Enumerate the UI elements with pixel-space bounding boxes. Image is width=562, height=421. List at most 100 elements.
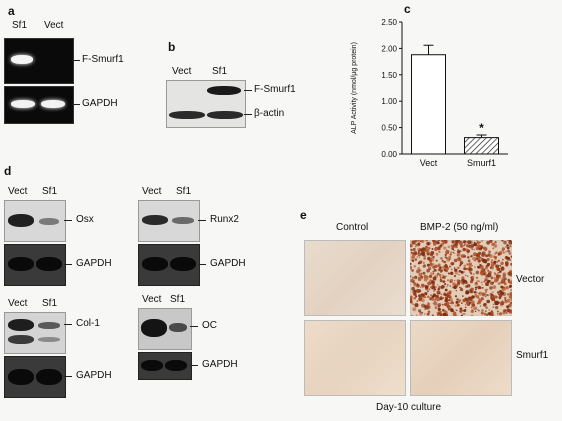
stain-dot <box>460 314 463 316</box>
stain-dot <box>424 293 426 296</box>
stain-dot <box>467 290 469 292</box>
stain-dot <box>485 282 489 286</box>
stain-dot <box>486 262 491 267</box>
stain-dot <box>492 306 495 308</box>
stain-dot <box>418 309 422 313</box>
stain-dot <box>492 285 497 289</box>
stain-dot <box>503 278 505 280</box>
stain-dot <box>440 271 442 273</box>
panel-b-band-actin-sf1 <box>207 111 243 119</box>
stain-dot <box>500 261 504 265</box>
stain-dot <box>487 272 490 275</box>
stain-dot <box>448 296 450 299</box>
stain-dot <box>491 313 494 316</box>
stain-dot <box>484 288 488 292</box>
stain-dot <box>443 314 446 316</box>
panel-d-runx2-lane-vect: Vect <box>142 186 162 197</box>
stain-dot <box>479 241 481 244</box>
stain-dot <box>470 275 475 280</box>
stain-dot <box>466 244 470 248</box>
stain-dot <box>437 268 441 272</box>
panel-d-runx2-blot <box>138 200 200 242</box>
stain-dot <box>456 254 459 257</box>
stain-dot <box>486 257 490 262</box>
stain-dot <box>463 264 466 267</box>
stain-dot <box>413 251 418 256</box>
stain-dot <box>502 258 504 261</box>
stain-dot <box>506 293 510 296</box>
chart-bars: Vect Smurf1 * <box>411 44 499 168</box>
stain-dot <box>447 245 451 249</box>
stain-dot <box>497 313 499 315</box>
stain-dot <box>496 291 500 294</box>
stain-dot <box>434 264 438 268</box>
stain-dot <box>432 256 435 259</box>
stain-dot <box>411 256 414 259</box>
stain-dot <box>497 282 501 285</box>
stain-dot <box>454 304 457 307</box>
stain-dot <box>439 279 443 283</box>
stain-dot <box>458 257 460 259</box>
stain-dot <box>458 299 462 302</box>
stain-dot <box>510 255 512 258</box>
stain-dot <box>498 297 501 300</box>
stain-dot <box>496 267 501 271</box>
stain-dot <box>484 295 487 298</box>
stain-dot <box>462 310 464 312</box>
stain-dot <box>428 242 432 245</box>
stain-dot <box>451 247 455 251</box>
panel-d-col1-label: Col-1 <box>76 318 100 329</box>
stain-dot <box>411 269 414 272</box>
stain-dot <box>413 265 416 268</box>
stain-dot <box>468 297 473 301</box>
stain-dot <box>410 248 413 251</box>
stain-dot <box>496 261 499 263</box>
stain-dot <box>454 241 459 246</box>
panel-e-col-bmp2: BMP-2 (50 ng/ml) <box>420 222 499 233</box>
stain-dot <box>445 275 447 277</box>
stain-dot <box>455 240 458 242</box>
stain-dot <box>459 311 461 313</box>
stain-dot <box>481 287 484 289</box>
panel-d-osx-band-sf1 <box>39 218 59 225</box>
stain-dot <box>410 298 413 302</box>
panel-d-col1-gapdh-pointer <box>64 376 72 377</box>
stain-dot <box>485 306 488 309</box>
stain-dot <box>497 310 499 313</box>
stain-dot <box>489 240 493 243</box>
stain-dot <box>447 272 450 275</box>
stain-dot <box>428 305 431 309</box>
panel-d-osx-lane-sf1: Sf1 <box>42 186 58 197</box>
panel-d-runx2-gapdh-blot <box>138 244 200 286</box>
panel-b-label-actin: β-actin <box>254 108 285 119</box>
stain-dot <box>445 256 449 260</box>
stain-dot <box>442 309 445 312</box>
stain-dot <box>462 298 466 303</box>
stain-dot <box>437 263 441 267</box>
panel-d-runx2-band-vect <box>142 215 168 225</box>
stain-dot <box>491 297 496 302</box>
stain-dot <box>477 257 479 260</box>
stain-dot <box>502 286 505 289</box>
stain-dot <box>451 268 453 271</box>
stain-dot <box>414 277 417 279</box>
stain-dot <box>441 276 444 279</box>
stain-dot <box>470 300 475 305</box>
stain-dot <box>475 270 480 275</box>
stain-dot <box>444 298 449 303</box>
stain-dot <box>476 280 479 283</box>
panel-d-osx-gapdh-blot <box>4 244 66 286</box>
stain-dot <box>462 312 465 315</box>
stain-dot <box>421 260 423 263</box>
stain-dot <box>427 256 431 261</box>
stain-dot <box>495 297 497 299</box>
chart-ticks: 0.00 0.50 1.00 1.50 2.00 2.50 <box>381 18 402 159</box>
stain-dot <box>431 296 433 298</box>
stain-dot <box>442 274 444 276</box>
stain-dot <box>411 276 415 279</box>
stain-dot <box>481 298 483 301</box>
stain-dot <box>497 259 500 262</box>
panel-d-osx-gapdh-label: GAPDH <box>76 258 112 269</box>
stain-dot <box>421 303 426 308</box>
panel-e-letter: e <box>300 208 307 222</box>
